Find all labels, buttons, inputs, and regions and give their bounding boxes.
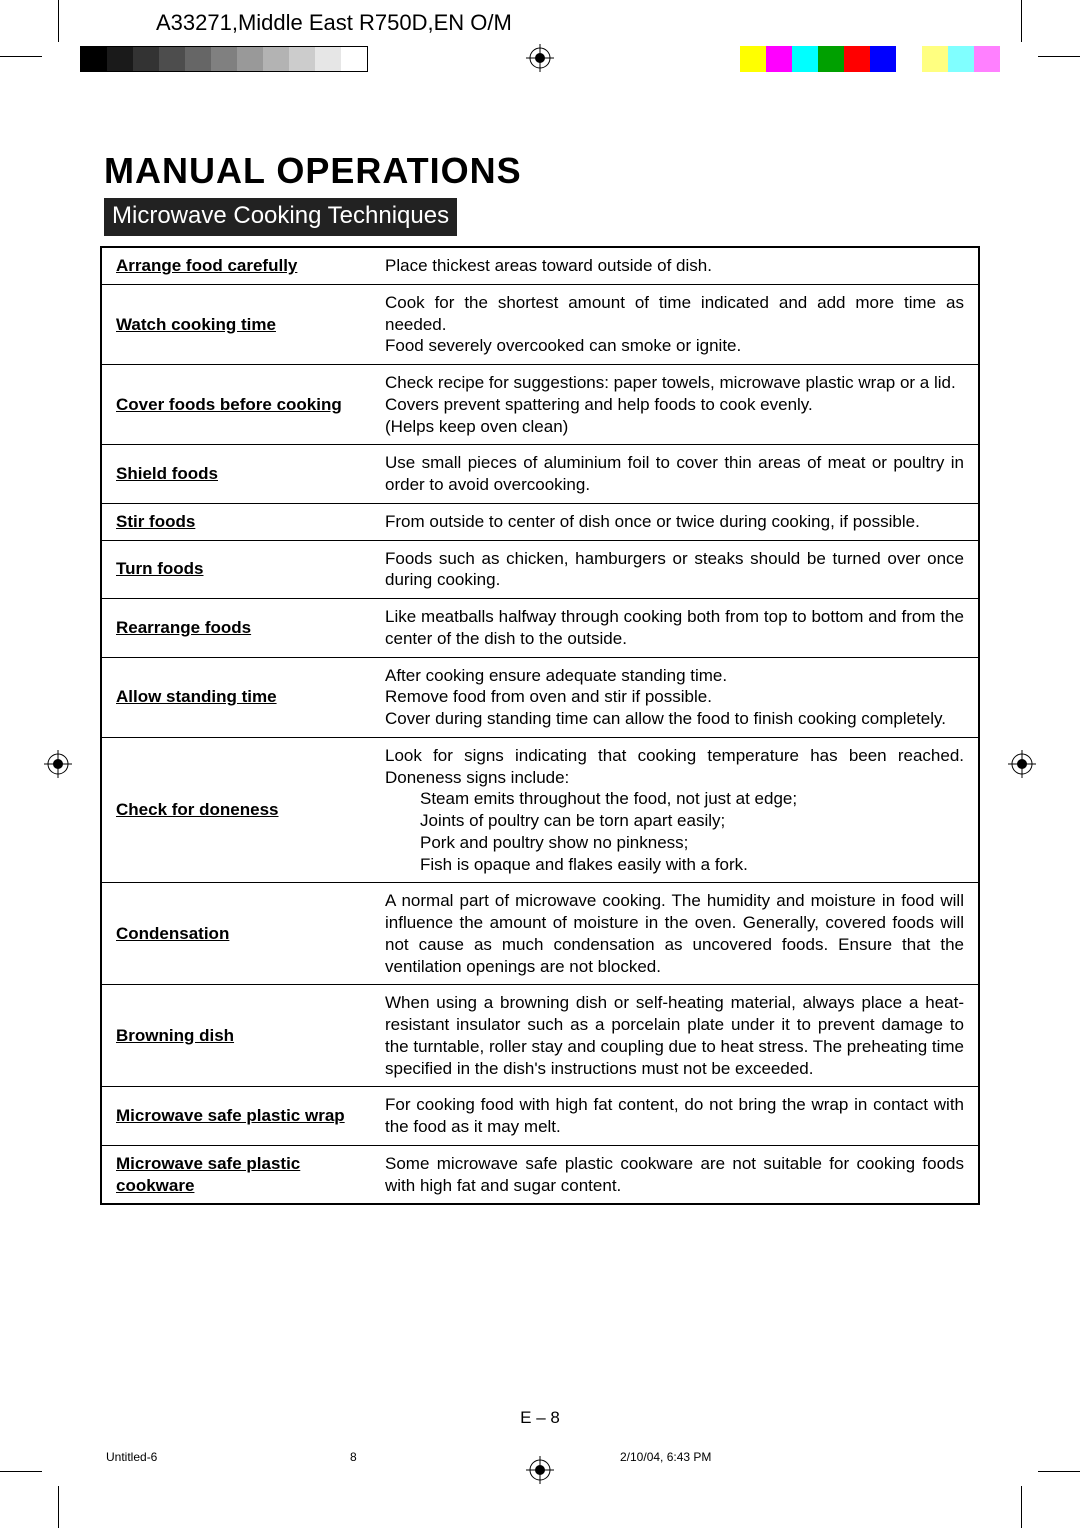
crop-mark [1038, 56, 1080, 57]
technique-label: Browning dish [101, 985, 371, 1087]
technique-description: Use small pieces of aluminium foil to co… [371, 445, 979, 504]
technique-label: Condensation [101, 883, 371, 985]
grayscale-swatch [159, 47, 185, 71]
grayscale-swatch [237, 47, 263, 71]
footer-page: 8 [350, 1450, 357, 1464]
header-label: A33271,Middle East R750D,EN O/M [156, 10, 512, 36]
grayscale-swatch [81, 47, 107, 71]
crop-mark [58, 1486, 59, 1528]
technique-description: Cook for the shortest amount of time ind… [371, 284, 979, 364]
color-swatch [818, 46, 844, 72]
technique-label: Microwave safe plastic cookware [101, 1145, 371, 1204]
technique-description: Like meatballs halfway through cooking b… [371, 599, 979, 658]
grayscale-swatch [263, 47, 289, 71]
table-row: CondensationA normal part of microwave c… [101, 883, 979, 985]
table-row: Watch cooking timeCook for the shortest … [101, 284, 979, 364]
technique-description: Some microwave safe plastic cookware are… [371, 1145, 979, 1204]
color-swatch [896, 46, 922, 72]
technique-label: Cover foods before cooking [101, 365, 371, 445]
technique-label: Watch cooking time [101, 284, 371, 364]
technique-label: Allow standing time [101, 657, 371, 737]
technique-label: Shield foods [101, 445, 371, 504]
grayscale-swatch [133, 47, 159, 71]
page-subtitle: Microwave Cooking Techniques [104, 198, 457, 236]
technique-description: A normal part of microwave cooking. The … [371, 883, 979, 985]
grayscale-swatch [315, 47, 341, 71]
table-row: Browning dishWhen using a browning dish … [101, 985, 979, 1087]
technique-label: Stir foods [101, 503, 371, 540]
grayscale-swatch [185, 47, 211, 71]
table-row: Microwave safe plastic cookwareSome micr… [101, 1145, 979, 1204]
table-row: Rearrange foodsLike meatballs halfway th… [101, 599, 979, 658]
technique-label: Arrange food carefully [101, 247, 371, 284]
crop-mark [0, 56, 42, 57]
crop-mark [1021, 0, 1022, 42]
page-number: E – 8 [0, 1408, 1080, 1428]
crop-mark [0, 1471, 42, 1472]
color-swatch [922, 46, 948, 72]
color-swatch [792, 46, 818, 72]
registration-mark-icon [1008, 750, 1036, 778]
table-row: Allow standing timeAfter cooking ensure … [101, 657, 979, 737]
table-row: Turn foodsFoods such as chicken, hamburg… [101, 540, 979, 599]
color-swatch [766, 46, 792, 72]
grayscale-swatch [211, 47, 237, 71]
page-content: MANUAL OPERATIONS Microwave Cooking Tech… [100, 150, 980, 1205]
technique-description: Check recipe for suggestions: paper towe… [371, 365, 979, 445]
color-swatch [844, 46, 870, 72]
technique-description: After cooking ensure adequate standing t… [371, 657, 979, 737]
technique-label: Check for doneness [101, 737, 371, 883]
table-row: Microwave safe plastic wrapFor cooking f… [101, 1087, 979, 1146]
color-swatch [948, 46, 974, 72]
footer-timestamp: 2/10/04, 6:43 PM [620, 1450, 711, 1464]
crop-mark [58, 0, 59, 42]
technique-description: Foods such as chicken, hamburgers or ste… [371, 540, 979, 599]
grayscale-swatch [289, 47, 315, 71]
footer-filename: Untitled-6 [106, 1450, 157, 1464]
grayscale-calibration-bar [80, 46, 368, 72]
technique-description: When using a browning dish or self-heati… [371, 985, 979, 1087]
technique-description: For cooking food with high fat content, … [371, 1087, 979, 1146]
color-calibration-bar [740, 46, 1000, 72]
technique-label: Rearrange foods [101, 599, 371, 658]
color-swatch [870, 46, 896, 72]
technique-description: Look for signs indicating that cooking t… [371, 737, 979, 883]
technique-description: Place thickest areas toward outside of d… [371, 247, 979, 284]
table-row: Stir foodsFrom outside to center of dish… [101, 503, 979, 540]
color-swatch [740, 46, 766, 72]
technique-label: Turn foods [101, 540, 371, 599]
table-row: Check for donenessLook for signs indicat… [101, 737, 979, 883]
color-swatch [974, 46, 1000, 72]
grayscale-swatch [107, 47, 133, 71]
registration-mark-icon [526, 44, 554, 72]
table-row: Shield foodsUse small pieces of aluminiu… [101, 445, 979, 504]
grayscale-swatch [341, 47, 367, 71]
crop-mark [1021, 1486, 1022, 1528]
technique-label: Microwave safe plastic wrap [101, 1087, 371, 1146]
registration-mark-icon [526, 1456, 554, 1484]
techniques-table: Arrange food carefullyPlace thickest are… [100, 246, 980, 1205]
crop-mark [1038, 1471, 1080, 1472]
page-title: MANUAL OPERATIONS [104, 150, 980, 192]
table-row: Arrange food carefullyPlace thickest are… [101, 247, 979, 284]
table-row: Cover foods before cookingCheck recipe f… [101, 365, 979, 445]
technique-description: From outside to center of dish once or t… [371, 503, 979, 540]
registration-mark-icon [44, 750, 72, 778]
